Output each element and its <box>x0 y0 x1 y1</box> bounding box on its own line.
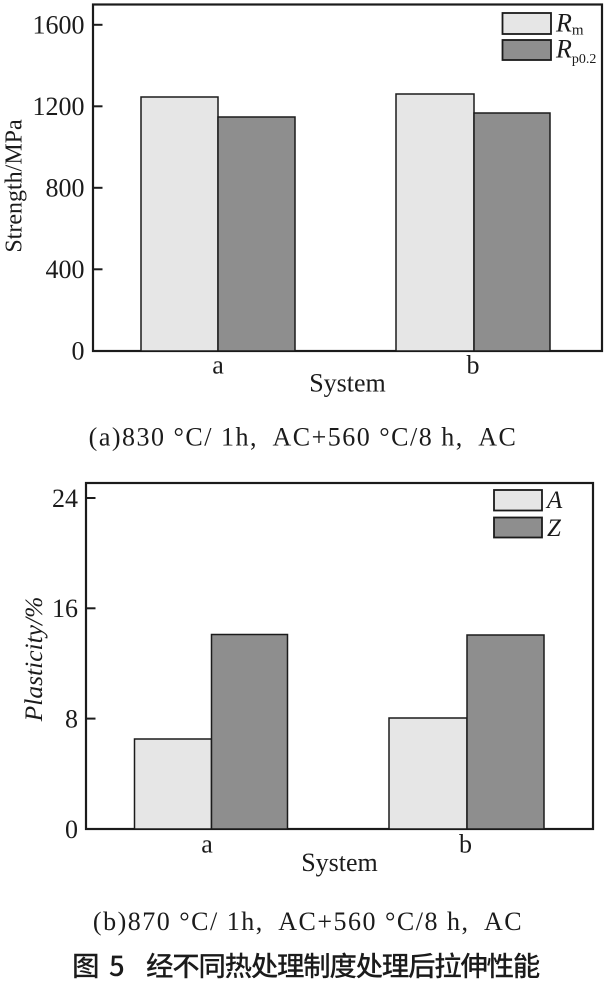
svg-text:b: b <box>459 830 472 859</box>
svg-text:A: A <box>545 487 563 514</box>
svg-text:Strength/MPa: Strength/MPa <box>2 119 28 253</box>
svg-text:16: 16 <box>52 594 78 623</box>
svg-text:Plasticity/%: Plasticity/% <box>19 597 48 723</box>
svg-text:0: 0 <box>65 815 78 844</box>
svg-text:a: a <box>212 351 224 380</box>
svg-text:0: 0 <box>72 337 85 366</box>
svg-text:400: 400 <box>46 255 85 284</box>
svg-text:(b)870 °C/ 1h, AC+560 °C/8 h,: (b)870 °C/ 1h, AC+560 °C/8 h, AC <box>93 907 523 936</box>
svg-text:a: a <box>201 830 213 859</box>
svg-text:1200: 1200 <box>33 92 85 121</box>
svg-text:1600: 1600 <box>33 11 85 40</box>
svg-text:System: System <box>301 848 378 877</box>
svg-text:800: 800 <box>46 174 85 203</box>
svg-text:System: System <box>309 369 386 398</box>
svg-text:Rp0.2: Rp0.2 <box>555 35 596 68</box>
svg-text:b: b <box>467 351 480 380</box>
svg-text:24: 24 <box>52 484 78 513</box>
svg-text:(a)830 °C/ 1h, AC+560 °C/8 h,: (a)830 °C/ 1h, AC+560 °C/8 h, AC <box>89 423 518 452</box>
svg-text:Z: Z <box>547 515 562 542</box>
svg-text:8: 8 <box>65 704 78 733</box>
